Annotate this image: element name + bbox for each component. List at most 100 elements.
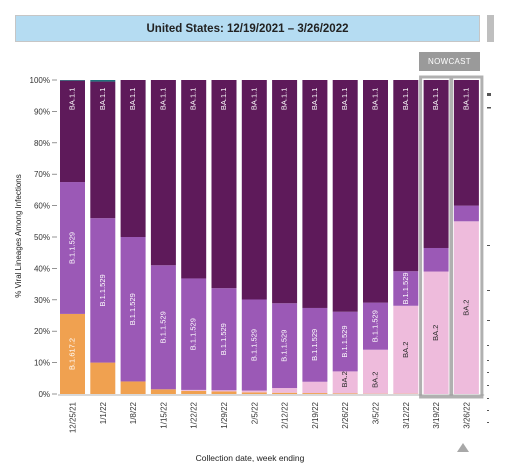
right-edge-mark [487, 422, 489, 423]
nowcast-tab[interactable]: NOWCAST [419, 52, 480, 71]
bar-segment[interactable] [60, 182, 85, 314]
bar-segment[interactable] [423, 247, 449, 272]
bar-segment[interactable] [302, 393, 328, 394]
bar-segment[interactable] [393, 80, 419, 272]
right-edge-mark [487, 372, 489, 373]
bar-segment[interactable] [211, 391, 237, 394]
bar-data-label: BA.2 [401, 342, 410, 358]
bar-data-label: BA.1.1 [189, 88, 198, 111]
bar-data-label: BA.1.1 [67, 88, 76, 111]
bar-data-label: BA.2 [431, 325, 440, 341]
bar-segment[interactable] [150, 389, 176, 394]
bar-data-label: B.1.1.529 [219, 323, 228, 355]
bar-segment[interactable] [302, 80, 328, 308]
side-panel-tab[interactable] [487, 15, 494, 42]
bar-data-label: B.1.1.529 [158, 311, 167, 343]
bar-data-label: B.1.1.529 [340, 326, 349, 358]
bar-segment[interactable] [181, 80, 207, 279]
x-tick-label: 2/12/22 [281, 401, 290, 428]
bar-segment[interactable] [90, 362, 116, 394]
bar-data-label: B.1.1.529 [249, 329, 258, 361]
bar-data-label: B.1.1.529 [310, 329, 319, 361]
right-edge-mark [487, 385, 489, 386]
bar-segment[interactable] [211, 390, 237, 392]
bar-segment[interactable] [363, 302, 388, 350]
bar-segment[interactable] [332, 371, 358, 394]
bar-segment[interactable] [60, 80, 85, 81]
bar-segment[interactable] [423, 271, 449, 394]
bar-segment[interactable] [120, 381, 146, 394]
bar-segment[interactable] [453, 205, 479, 222]
bar-segment[interactable] [90, 80, 116, 82]
bar-segment[interactable] [181, 278, 207, 390]
x-tick-label: 1/1/22 [99, 401, 108, 424]
bar-segment[interactable] [272, 80, 298, 304]
bar-segment[interactable] [272, 392, 298, 394]
bar-segment[interactable] [393, 271, 419, 306]
right-edge-mark [487, 245, 490, 246]
y-tick-label: 0% [38, 390, 50, 399]
bar-segment[interactable] [241, 299, 267, 391]
bar-segment[interactable] [241, 392, 267, 394]
bar-segment[interactable] [453, 221, 479, 394]
nowcast-bar-frame [449, 75, 484, 399]
bar-segment[interactable] [363, 80, 388, 303]
x-tick-label: 2/26/22 [341, 401, 350, 428]
bar-segment[interactable] [363, 349, 388, 394]
bar-data-label: BA.1.1 [98, 88, 107, 111]
bar-segment[interactable] [211, 80, 237, 289]
x-tick-label: 2/5/22 [250, 401, 259, 424]
right-edge-mark [487, 398, 489, 399]
bar-data-label: BA.2 [461, 300, 470, 316]
bar-segment[interactable] [272, 303, 298, 389]
y-tick-label: 80% [34, 139, 50, 148]
x-tick-label: 3/12/22 [402, 401, 411, 428]
bar-segment[interactable] [60, 80, 85, 183]
y-tick-label: 90% [34, 107, 50, 116]
bar-data-label: B.1.1.529 [67, 232, 76, 264]
right-edge-mark [487, 320, 490, 321]
bar-segment[interactable] [272, 388, 298, 393]
bar-segment[interactable] [181, 389, 207, 391]
x-tick-label: 3/19/22 [432, 401, 441, 428]
bar-segment[interactable] [241, 80, 267, 300]
bar-data-label: BA.2 [340, 371, 349, 387]
bar-segment[interactable] [150, 80, 176, 266]
bar-data-label: BA.1.1 [401, 88, 410, 111]
x-tick-label: 2/19/22 [311, 401, 320, 428]
bar-data-label: BA.1.1 [431, 88, 440, 111]
y-tick-label: 50% [34, 233, 50, 242]
bar-segment[interactable] [90, 218, 116, 363]
bar-segment[interactable] [332, 80, 358, 312]
x-tick-label: 3/26/22 [462, 401, 471, 428]
bar-segment[interactable] [120, 237, 146, 382]
bar-segment[interactable] [150, 265, 176, 390]
bar-segment[interactable] [332, 393, 358, 394]
right-edge-mark [487, 93, 491, 96]
bar-segment[interactable] [241, 390, 267, 393]
x-axis-label: Collection date, week ending [196, 453, 305, 463]
nowcast-label: NOWCAST [428, 57, 471, 66]
bar-segment[interactable] [393, 305, 419, 394]
right-edge-mark [487, 290, 490, 291]
bar-segment[interactable] [332, 311, 358, 372]
bar-labels: B.1.617.2 B.1.1.529 BA.1.1 B.1.1.529 BA.1.1 B… [67, 88, 470, 388]
x-tick-label: 1/29/22 [220, 401, 229, 428]
x-tick-label: 1/22/22 [190, 401, 199, 428]
bar-segment[interactable] [60, 313, 85, 394]
bar-segment[interactable] [90, 81, 116, 219]
bar-segment[interactable] [211, 288, 237, 391]
bar-segment[interactable] [423, 80, 449, 248]
bar-segment[interactable] [302, 381, 328, 394]
bar-data-label: B.1.1.529 [128, 293, 137, 325]
bar-segment[interactable] [302, 307, 328, 382]
bar-data-label: BA.1.1 [249, 88, 258, 111]
bar-segment[interactable] [181, 390, 207, 394]
y-tick-label: 30% [34, 296, 50, 305]
nowcast-scroll-arrow[interactable] [457, 443, 469, 452]
y-tick-label: 70% [34, 170, 50, 179]
bar-segment[interactable] [120, 80, 146, 237]
bar-segment[interactable] [453, 80, 479, 206]
bar-data-label: BA.2 [370, 372, 379, 388]
